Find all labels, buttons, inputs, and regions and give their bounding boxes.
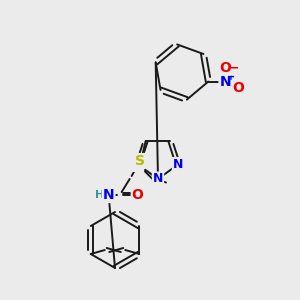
Text: +: + xyxy=(227,72,236,82)
Text: O: O xyxy=(219,61,231,75)
Text: N: N xyxy=(173,158,183,171)
Text: H: H xyxy=(95,190,104,200)
Text: N: N xyxy=(103,188,115,202)
Text: N: N xyxy=(133,158,143,171)
Text: N: N xyxy=(220,75,231,88)
Text: N: N xyxy=(153,172,163,185)
Text: O: O xyxy=(132,188,144,202)
Text: O: O xyxy=(232,81,244,94)
Text: S: S xyxy=(135,154,145,168)
Text: −: − xyxy=(229,61,240,74)
